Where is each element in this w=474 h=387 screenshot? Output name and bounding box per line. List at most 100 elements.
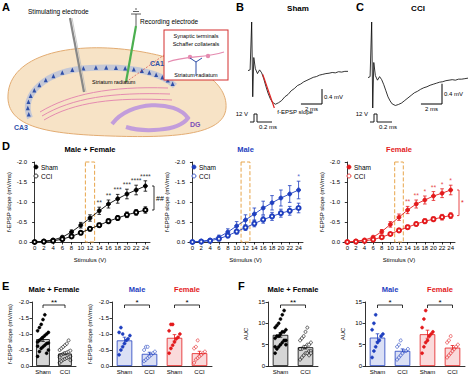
svg-text:4: 4 <box>208 245 212 251</box>
svg-text:-1.5: -1.5 <box>19 315 30 321</box>
svg-text:*: * <box>449 177 452 184</box>
svg-text:CCI: CCI <box>199 173 210 180</box>
svg-text:CCI: CCI <box>300 369 311 375</box>
svg-text:-1.5: -1.5 <box>99 315 110 321</box>
svg-text:**: ** <box>414 192 420 199</box>
svg-text:5: 5 <box>262 342 266 348</box>
svg-text:Female: Female <box>427 285 453 294</box>
svg-text:CCI: CCI <box>447 369 458 375</box>
svg-text:*: * <box>461 199 464 206</box>
svg-text:5: 5 <box>359 342 363 348</box>
svg-text:Striatum radiatum: Striatum radiatum <box>174 72 218 78</box>
svg-text:15: 15 <box>258 299 265 305</box>
svg-text:16: 16 <box>413 245 420 251</box>
svg-text:C: C <box>356 1 364 13</box>
svg-text:18: 18 <box>422 245 429 251</box>
svg-text:2: 2 <box>354 245 358 251</box>
svg-text:12 V: 12 V <box>356 111 368 117</box>
svg-text:-0.5: -0.5 <box>17 219 28 225</box>
svg-text:14: 14 <box>404 245 411 251</box>
svg-text:Stimulating electrode: Stimulating electrode <box>28 8 89 16</box>
svg-text:0.0: 0.0 <box>19 239 28 245</box>
svg-text:*: * <box>297 173 300 180</box>
svg-text:AUC: AUC <box>340 327 346 340</box>
svg-text:10: 10 <box>233 245 240 251</box>
svg-text:-0.5: -0.5 <box>330 219 341 225</box>
svg-text:Male + Female: Male + Female <box>267 285 318 294</box>
svg-text:**: ** <box>290 298 296 307</box>
svg-text:Schaffer collaterals: Schaffer collaterals <box>173 41 220 47</box>
svg-text:2: 2 <box>42 245 46 251</box>
svg-text:10: 10 <box>77 245 84 251</box>
svg-text:Male + Female: Male + Female <box>28 285 79 294</box>
svg-text:20: 20 <box>430 245 437 251</box>
svg-text:-0.5: -0.5 <box>175 219 186 225</box>
svg-text:B: B <box>236 1 244 13</box>
svg-text:12: 12 <box>242 245 249 251</box>
svg-text:8: 8 <box>380 245 384 251</box>
svg-text:10: 10 <box>258 320 265 326</box>
svg-text:Female: Female <box>386 145 412 154</box>
svg-text:Sham: Sham <box>199 164 216 171</box>
svg-text:14: 14 <box>96 245 103 251</box>
svg-text:-1.0: -1.0 <box>99 331 110 337</box>
svg-text:**: ** <box>51 298 57 307</box>
svg-text:8: 8 <box>70 245 74 251</box>
svg-text:-2.0: -2.0 <box>17 159 28 165</box>
svg-text:f-EPSP slope (mV/ms): f-EPSP slope (mV/ms) <box>6 172 12 232</box>
svg-text:22: 22 <box>439 245 446 251</box>
svg-text:Male: Male <box>382 285 399 294</box>
svg-text:CCI: CCI <box>194 369 205 375</box>
svg-text:f-EPSP slope (mV/ms): f-EPSP slope (mV/ms) <box>164 172 170 232</box>
svg-text:Striatum radiatum: Striatum radiatum <box>92 79 136 85</box>
svg-text:20: 20 <box>124 245 131 251</box>
svg-text:-1.5: -1.5 <box>17 179 28 185</box>
svg-text:0: 0 <box>359 363 363 369</box>
svg-text:CCI: CCI <box>354 173 365 180</box>
svg-text:-1.5: -1.5 <box>330 179 341 185</box>
svg-text:##: ## <box>156 195 164 202</box>
svg-text:Stimulus (V): Stimulus (V) <box>383 257 416 263</box>
svg-text:E: E <box>2 280 9 292</box>
svg-text:6: 6 <box>217 245 221 251</box>
svg-text:24: 24 <box>295 245 302 251</box>
svg-text:A: A <box>2 1 10 13</box>
svg-text:-1.0: -1.0 <box>17 199 28 205</box>
svg-text:CCI: CCI <box>144 369 155 375</box>
svg-text:-0.5: -0.5 <box>19 347 30 353</box>
svg-text:-1.0: -1.0 <box>175 199 186 205</box>
svg-text:**: ** <box>431 184 437 191</box>
svg-text:f-EPSP slope: f-EPSP slope <box>277 109 313 115</box>
svg-text:12: 12 <box>87 245 94 251</box>
svg-text:Male + Female: Male + Female <box>64 145 115 154</box>
svg-text:Male: Male <box>129 285 146 294</box>
svg-text:Stimulus (V): Stimulus (V) <box>229 257 262 263</box>
svg-text:18: 18 <box>269 245 276 251</box>
svg-text:0.0: 0.0 <box>332 239 341 245</box>
svg-text:16: 16 <box>105 245 112 251</box>
svg-text:-1.0: -1.0 <box>19 331 30 337</box>
svg-text:D: D <box>2 140 10 152</box>
svg-text:-2.0: -2.0 <box>175 159 186 165</box>
svg-text:Sham: Sham <box>370 369 386 375</box>
svg-text:22: 22 <box>286 245 293 251</box>
svg-text:10: 10 <box>387 245 394 251</box>
svg-text:Sham: Sham <box>167 369 183 375</box>
svg-text:f-EPSP slope (mV/ms): f-EPSP slope (mV/ms) <box>319 172 325 232</box>
svg-text:0: 0 <box>191 245 195 251</box>
svg-text:Sham: Sham <box>287 4 309 13</box>
svg-text:****: **** <box>140 173 151 180</box>
svg-text:Sham: Sham <box>273 369 289 375</box>
svg-text:Sham: Sham <box>41 164 58 171</box>
svg-text:**: ** <box>106 192 112 199</box>
svg-text:0.4 mV: 0.4 mV <box>444 91 463 97</box>
svg-text:18: 18 <box>114 245 121 251</box>
svg-text:6: 6 <box>371 245 375 251</box>
svg-text:24: 24 <box>142 245 149 251</box>
svg-text:***: *** <box>114 186 122 193</box>
svg-text:22: 22 <box>133 245 140 251</box>
svg-text:-1.0: -1.0 <box>330 199 341 205</box>
svg-text:0.0: 0.0 <box>101 363 110 369</box>
svg-text:10: 10 <box>355 320 362 326</box>
svg-text:6: 6 <box>61 245 65 251</box>
